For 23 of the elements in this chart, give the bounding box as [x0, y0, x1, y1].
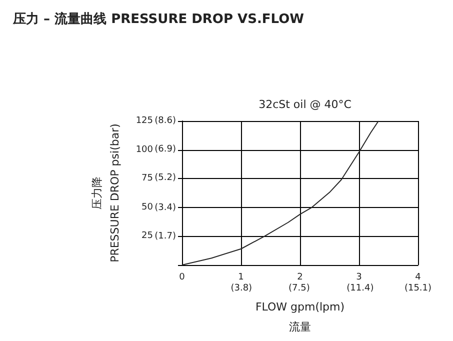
- y2-tick-label: (3.4): [154, 203, 176, 214]
- y2-tick-label: (6.9): [154, 144, 176, 154]
- x2-tick-label: (15.1): [404, 284, 432, 294]
- chart-title: 压力 – 流量曲线 PRESSURE DROP VS.FLOW: [12, 11, 304, 27]
- y-tick-label: 75: [142, 174, 153, 184]
- x-axis-title: FLOW gpm(lpm) 流量: [255, 300, 345, 334]
- x2-tick-label: (11.4): [346, 284, 374, 294]
- x2-tick-label: (3.8): [230, 284, 252, 294]
- x-tick-label: 0: [179, 272, 186, 282]
- y2-tick-label: (1.7): [154, 232, 176, 242]
- y-tick-label: 100: [136, 144, 154, 155]
- y-tick-label: 125: [136, 116, 153, 126]
- x-tick-label: 1: [238, 272, 244, 282]
- x-tick-label: 3: [356, 272, 362, 282]
- x-tick-label: 4: [415, 272, 422, 282]
- x-tick-label: 2: [297, 272, 303, 282]
- y-tick-label: 25: [142, 231, 153, 242]
- y-axis-title: 压力降 PRESSURE DROP psi(bar): [90, 124, 122, 262]
- chart-subtitle: 32cSt oil @ 40°C: [258, 98, 352, 111]
- y2-tick-label: (8.6): [154, 116, 176, 126]
- x2-tick-label: (7.5): [288, 284, 310, 294]
- y-tick-label: 50: [142, 202, 154, 212]
- y2-tick-label: (5.2): [154, 172, 176, 183]
